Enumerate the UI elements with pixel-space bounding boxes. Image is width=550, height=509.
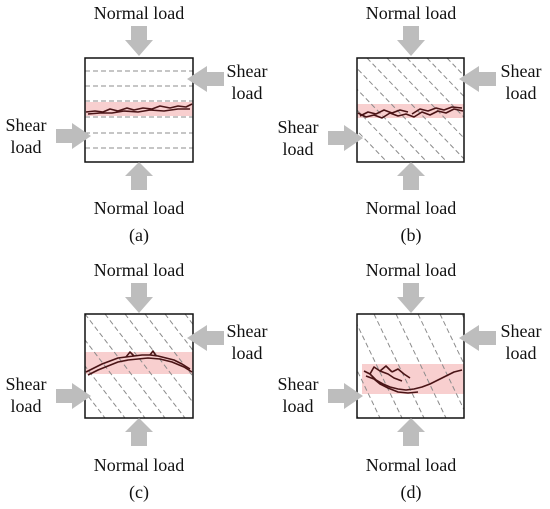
shear-load-left-arrow-icon	[328, 383, 363, 409]
normal-load-top-label: Normal load	[94, 260, 184, 280]
shear-load-right-label-line1: Shear	[501, 321, 542, 341]
shear-load-right-label-line2: load	[232, 83, 263, 103]
normal-load-bottom-label: Normal load	[94, 198, 184, 218]
normal-load-bottom-arrow-icon	[125, 162, 153, 190]
shear-load-right-label-line2: load	[232, 343, 263, 363]
crack-path	[357, 106, 464, 119]
shear-load-right-label-line2: load	[506, 343, 537, 363]
normal-load-bottom-label: Normal load	[94, 455, 184, 475]
shear-load-right-arrow-icon	[187, 325, 224, 351]
shear-load-left-label-line2: load	[11, 137, 42, 157]
shear-load-right-label-line1: Shear	[227, 61, 268, 81]
panel-caption: (c)	[129, 482, 149, 503]
shear-load-right-label-line1: Shear	[501, 61, 542, 81]
panel-d: Normal load Shear load Shear load	[278, 260, 542, 503]
normal-load-bottom-label: Normal load	[366, 198, 456, 218]
normal-load-top-arrow-icon	[397, 26, 425, 56]
shear-load-right-arrow-icon	[459, 66, 496, 92]
specimen-box	[356, 57, 465, 163]
shear-load-right-arrow-icon	[187, 66, 224, 92]
panel-b: Normal load Shear load Shear load Nor	[278, 3, 542, 246]
panel-c: Normal load Shear load Shear load	[6, 260, 268, 503]
shear-load-left-arrow-icon	[328, 125, 363, 151]
shear-load-left-label-line2: load	[283, 139, 314, 159]
normal-load-bottom-label: Normal load	[366, 455, 456, 475]
shear-load-left-label-line2: load	[11, 396, 42, 416]
normal-load-bottom-arrow-icon	[397, 162, 425, 190]
normal-load-top-arrow-icon	[397, 283, 425, 313]
shear-load-right-arrow-icon	[459, 325, 496, 351]
normal-load-top-label: Normal load	[366, 3, 456, 23]
bedding-lines	[357, 314, 464, 418]
normal-load-top-arrow-icon	[125, 283, 153, 313]
panel-a: Normal load Shear load Shear load Normal…	[6, 3, 268, 246]
shear-load-left-label-line1: Shear	[278, 117, 319, 137]
normal-load-top-label: Normal load	[94, 3, 184, 23]
crack-path	[363, 365, 463, 394]
shear-load-left-label-line1: Shear	[6, 115, 47, 135]
shear-load-right-label-line2: load	[506, 83, 537, 103]
specimen-box	[356, 313, 465, 419]
shear-load-left-label-line1: Shear	[278, 374, 319, 394]
shear-load-left-arrow-icon	[56, 123, 91, 149]
normal-load-top-label: Normal load	[366, 260, 456, 280]
shear-load-left-label-line1: Shear	[6, 374, 47, 394]
shear-load-right-label-line1: Shear	[227, 321, 268, 341]
shear-load-left-arrow-icon	[56, 383, 91, 409]
crack-path	[85, 350, 193, 376]
normal-load-top-arrow-icon	[125, 26, 153, 56]
panel-caption: (d)	[401, 482, 422, 503]
normal-load-bottom-arrow-icon	[397, 418, 425, 446]
panel-caption: (b)	[401, 225, 422, 246]
normal-load-bottom-arrow-icon	[125, 418, 153, 446]
crack-path	[85, 103, 193, 115]
panel-caption: (a)	[129, 225, 149, 246]
bedding-lines	[85, 70, 193, 149]
shear-load-left-label-line2: load	[283, 396, 314, 416]
